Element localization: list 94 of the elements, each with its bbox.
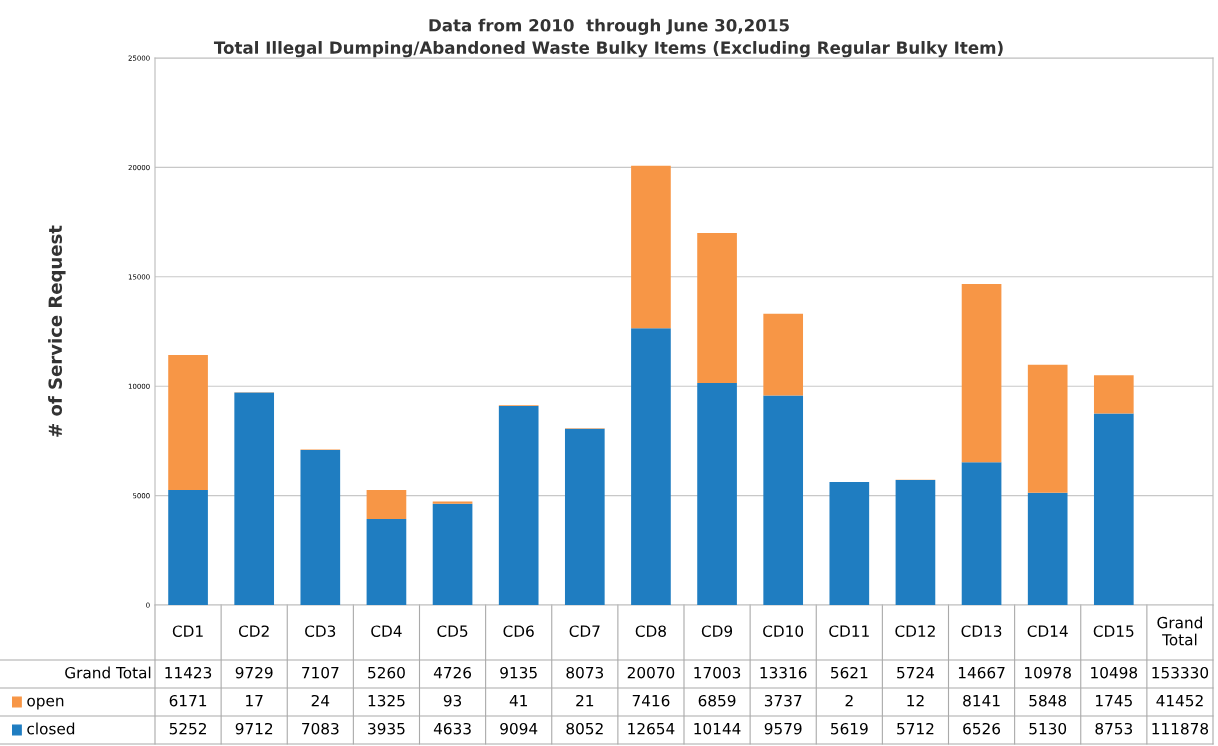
x-tick-label: Grand Total: [1157, 616, 1202, 646]
x-tick-label: CD12: [895, 625, 935, 637]
bar: [234, 392, 275, 605]
text: 10498: [1091, 666, 1138, 679]
text: 11423: [165, 666, 212, 679]
data-label: 21: [576, 694, 594, 707]
x-tick-label: CD6: [503, 625, 534, 637]
text: 20070: [627, 666, 675, 679]
bar: [631, 165, 671, 329]
x-tick-label: CD9: [701, 625, 733, 637]
data-label: 3935: [368, 722, 405, 735]
bar: [961, 462, 1002, 605]
text: Grand Total: [65, 666, 151, 679]
data-label: 5712: [897, 722, 934, 735]
data-label: 12: [907, 694, 924, 707]
text: 5621: [831, 666, 868, 679]
bar: [498, 406, 539, 605]
bar: [432, 501, 473, 504]
x-tick-label: CD10: [763, 625, 804, 637]
data-label: 41: [509, 695, 527, 707]
text: 10978: [1025, 666, 1071, 679]
text: 5260: [368, 666, 405, 679]
bar: [763, 313, 804, 396]
data-label: 4633: [433, 722, 471, 735]
data-label: 1325: [368, 694, 405, 707]
x-tick-label: CD4: [371, 625, 402, 637]
data-label: 12654: [628, 722, 675, 735]
x-tick-label: CD3: [305, 625, 336, 637]
data-label: 5848: [1029, 694, 1067, 707]
data-label: 24: [311, 694, 330, 707]
text: 7107: [302, 666, 339, 679]
data-label: 5619: [831, 722, 868, 735]
bar: [697, 383, 737, 605]
data-label: 93: [443, 694, 462, 707]
data-label: 7083: [302, 722, 339, 735]
x-tick-label: CD5: [437, 625, 468, 637]
data-label: 3737: [764, 694, 802, 707]
text: 14667: [958, 666, 1005, 679]
legend-label: open: [27, 697, 64, 710]
x-tick-label: CD1: [172, 625, 203, 637]
text: 9135: [500, 666, 537, 679]
bar: [829, 482, 870, 605]
bar: [300, 450, 341, 605]
text: 17003: [694, 666, 741, 679]
data-label: 8052: [566, 722, 603, 735]
bar: [366, 489, 407, 519]
bar: [763, 395, 804, 605]
data-label: 6859: [698, 694, 736, 707]
text: 5724: [897, 666, 935, 679]
x-tick-label: CD14: [1027, 625, 1068, 637]
bar: [1093, 375, 1134, 414]
data-label: 5130: [1029, 722, 1067, 735]
bar: [895, 480, 936, 605]
data-label: 5252: [169, 722, 206, 735]
data-label: 9579: [764, 722, 802, 735]
chart-subtitle: Total Illegal Dumping/Abandoned Waste Bulky Items (Excluding Regular Bulky Item): [213, 41, 1003, 58]
bar: [564, 428, 605, 605]
data-label: 17: [246, 695, 263, 707]
data-label: 6171: [169, 694, 207, 707]
x-tick-label: CD15: [1093, 625, 1134, 637]
x-tick-label: CD7: [569, 625, 600, 637]
data-label: 9094: [500, 722, 538, 735]
data-label: 8141: [963, 694, 1000, 707]
data-label: 7416: [632, 694, 670, 707]
bar: [631, 328, 671, 605]
bar: [1093, 413, 1134, 605]
text: 8073: [566, 666, 604, 679]
bar: [1027, 492, 1068, 605]
bar: [961, 284, 1002, 463]
text: 13316: [760, 666, 807, 679]
bar: [697, 232, 737, 384]
data-label: 9712: [235, 722, 273, 735]
data-label: 2: [845, 694, 853, 707]
y-axis-title: # of Service Request: [48, 225, 66, 437]
bar: [168, 355, 208, 491]
data-label: 10144: [694, 722, 741, 735]
x-tick-label: CD8: [635, 625, 666, 637]
x-tick-label: CD11: [829, 625, 869, 637]
bar: [366, 518, 407, 605]
data-label: 1745: [1096, 695, 1132, 707]
text: 41452: [1156, 694, 1203, 707]
text: 153330: [1152, 666, 1209, 679]
x-tick-label: CD2: [238, 625, 269, 637]
bar: [1027, 364, 1068, 493]
data-label: 8753: [1095, 722, 1133, 735]
x-tick-label: CD13: [961, 625, 1002, 637]
text: 4726: [433, 666, 472, 679]
chart-title: Data from 2010 through June 30,2015: [429, 18, 789, 35]
legend-label: closed: [27, 722, 75, 735]
bar: [432, 503, 473, 605]
text: 111878: [1152, 722, 1209, 735]
text: 9729: [235, 666, 273, 679]
data-label: 6526: [963, 722, 1001, 735]
bar: [168, 490, 208, 605]
